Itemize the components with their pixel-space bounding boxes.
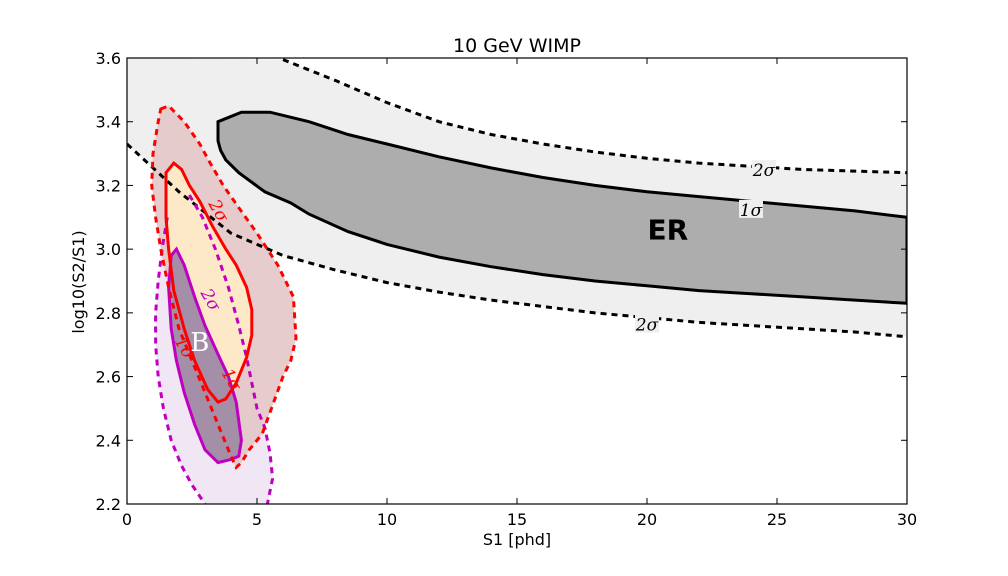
y-tick-label: 3.0 (96, 240, 121, 259)
y-tick-label: 2.8 (96, 304, 121, 323)
y-tick-label: 3.6 (96, 49, 121, 68)
x-tick-label: 15 (507, 510, 527, 529)
contour-label-text: 1σ (740, 201, 763, 221)
b8-2sigma-right-line (188, 194, 275, 504)
er-2sigma-upper-line (282, 58, 907, 175)
x-tick-label: 0 (122, 510, 132, 529)
y-tick-label: 2.6 (96, 368, 121, 387)
x-tick-label: 30 (897, 510, 917, 529)
contour-label-1: 1σ (739, 199, 763, 221)
y-tick-label: 3.2 (96, 176, 121, 195)
er-1sigma-fill (218, 112, 907, 304)
y-tick-label: 3.4 (96, 113, 121, 132)
contour-label-text: 2σ (635, 316, 659, 336)
contour-label-0: 2σ (752, 160, 776, 181)
contour-label-text: 2σ (752, 161, 776, 181)
x-tick-label: 25 (767, 510, 787, 529)
axis-ticks: 0 5 10 15 20 25 30 2.2 2.4 2.6 2.8 3.0 3.2 3.4 3.6 (96, 49, 918, 529)
chart-title: 10 GeV WIMP (453, 35, 581, 57)
wimp-1sigma-line (164, 160, 254, 404)
er-2sigma-lower-line (127, 142, 907, 339)
region-label-b: B (190, 328, 209, 358)
x-tick-label: 20 (637, 510, 657, 529)
x-tick-label: 10 (377, 510, 397, 529)
y-axis-title: log10(S2/S1) (69, 230, 88, 333)
x-tick-label: 5 (252, 510, 262, 529)
contour-label-2: 2σ (635, 314, 659, 336)
b8-1sigma-fill (168, 249, 242, 463)
y-tick-label: 2.4 (96, 431, 121, 450)
er-1sigma-line (216, 110, 907, 305)
wimp-2sigma-line (150, 104, 298, 470)
region-label-er: ER (647, 214, 688, 247)
b8-1sigma-line (167, 246, 243, 465)
y-tick-label: 2.2 (96, 495, 121, 514)
x-axis-title: S1 [phd] (483, 530, 551, 549)
wimp-1sigma-fill (166, 163, 252, 403)
